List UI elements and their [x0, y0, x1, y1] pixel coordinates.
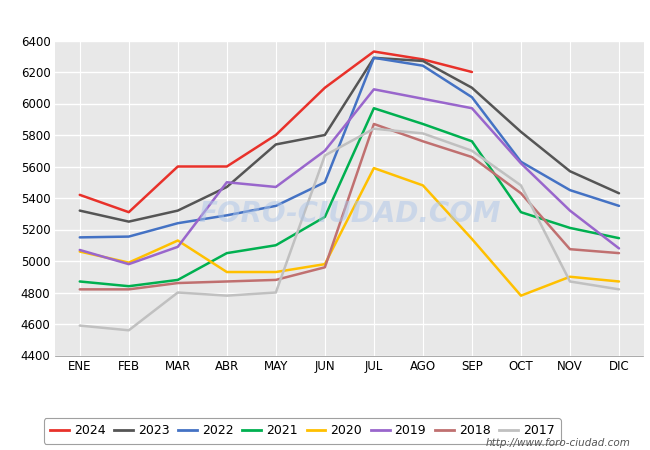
Text: FORO-CIUDAD.COM: FORO-CIUDAD.COM — [198, 200, 500, 228]
Legend: 2024, 2023, 2022, 2021, 2020, 2019, 2018, 2017: 2024, 2023, 2022, 2021, 2020, 2019, 2018… — [44, 418, 561, 444]
Text: Afiliados en Sant Feliu de Guíxols a 30/9/2024: Afiliados en Sant Feliu de Guíxols a 30/… — [135, 8, 515, 26]
Text: http://www.foro-ciudad.com: http://www.foro-ciudad.com — [486, 438, 630, 448]
